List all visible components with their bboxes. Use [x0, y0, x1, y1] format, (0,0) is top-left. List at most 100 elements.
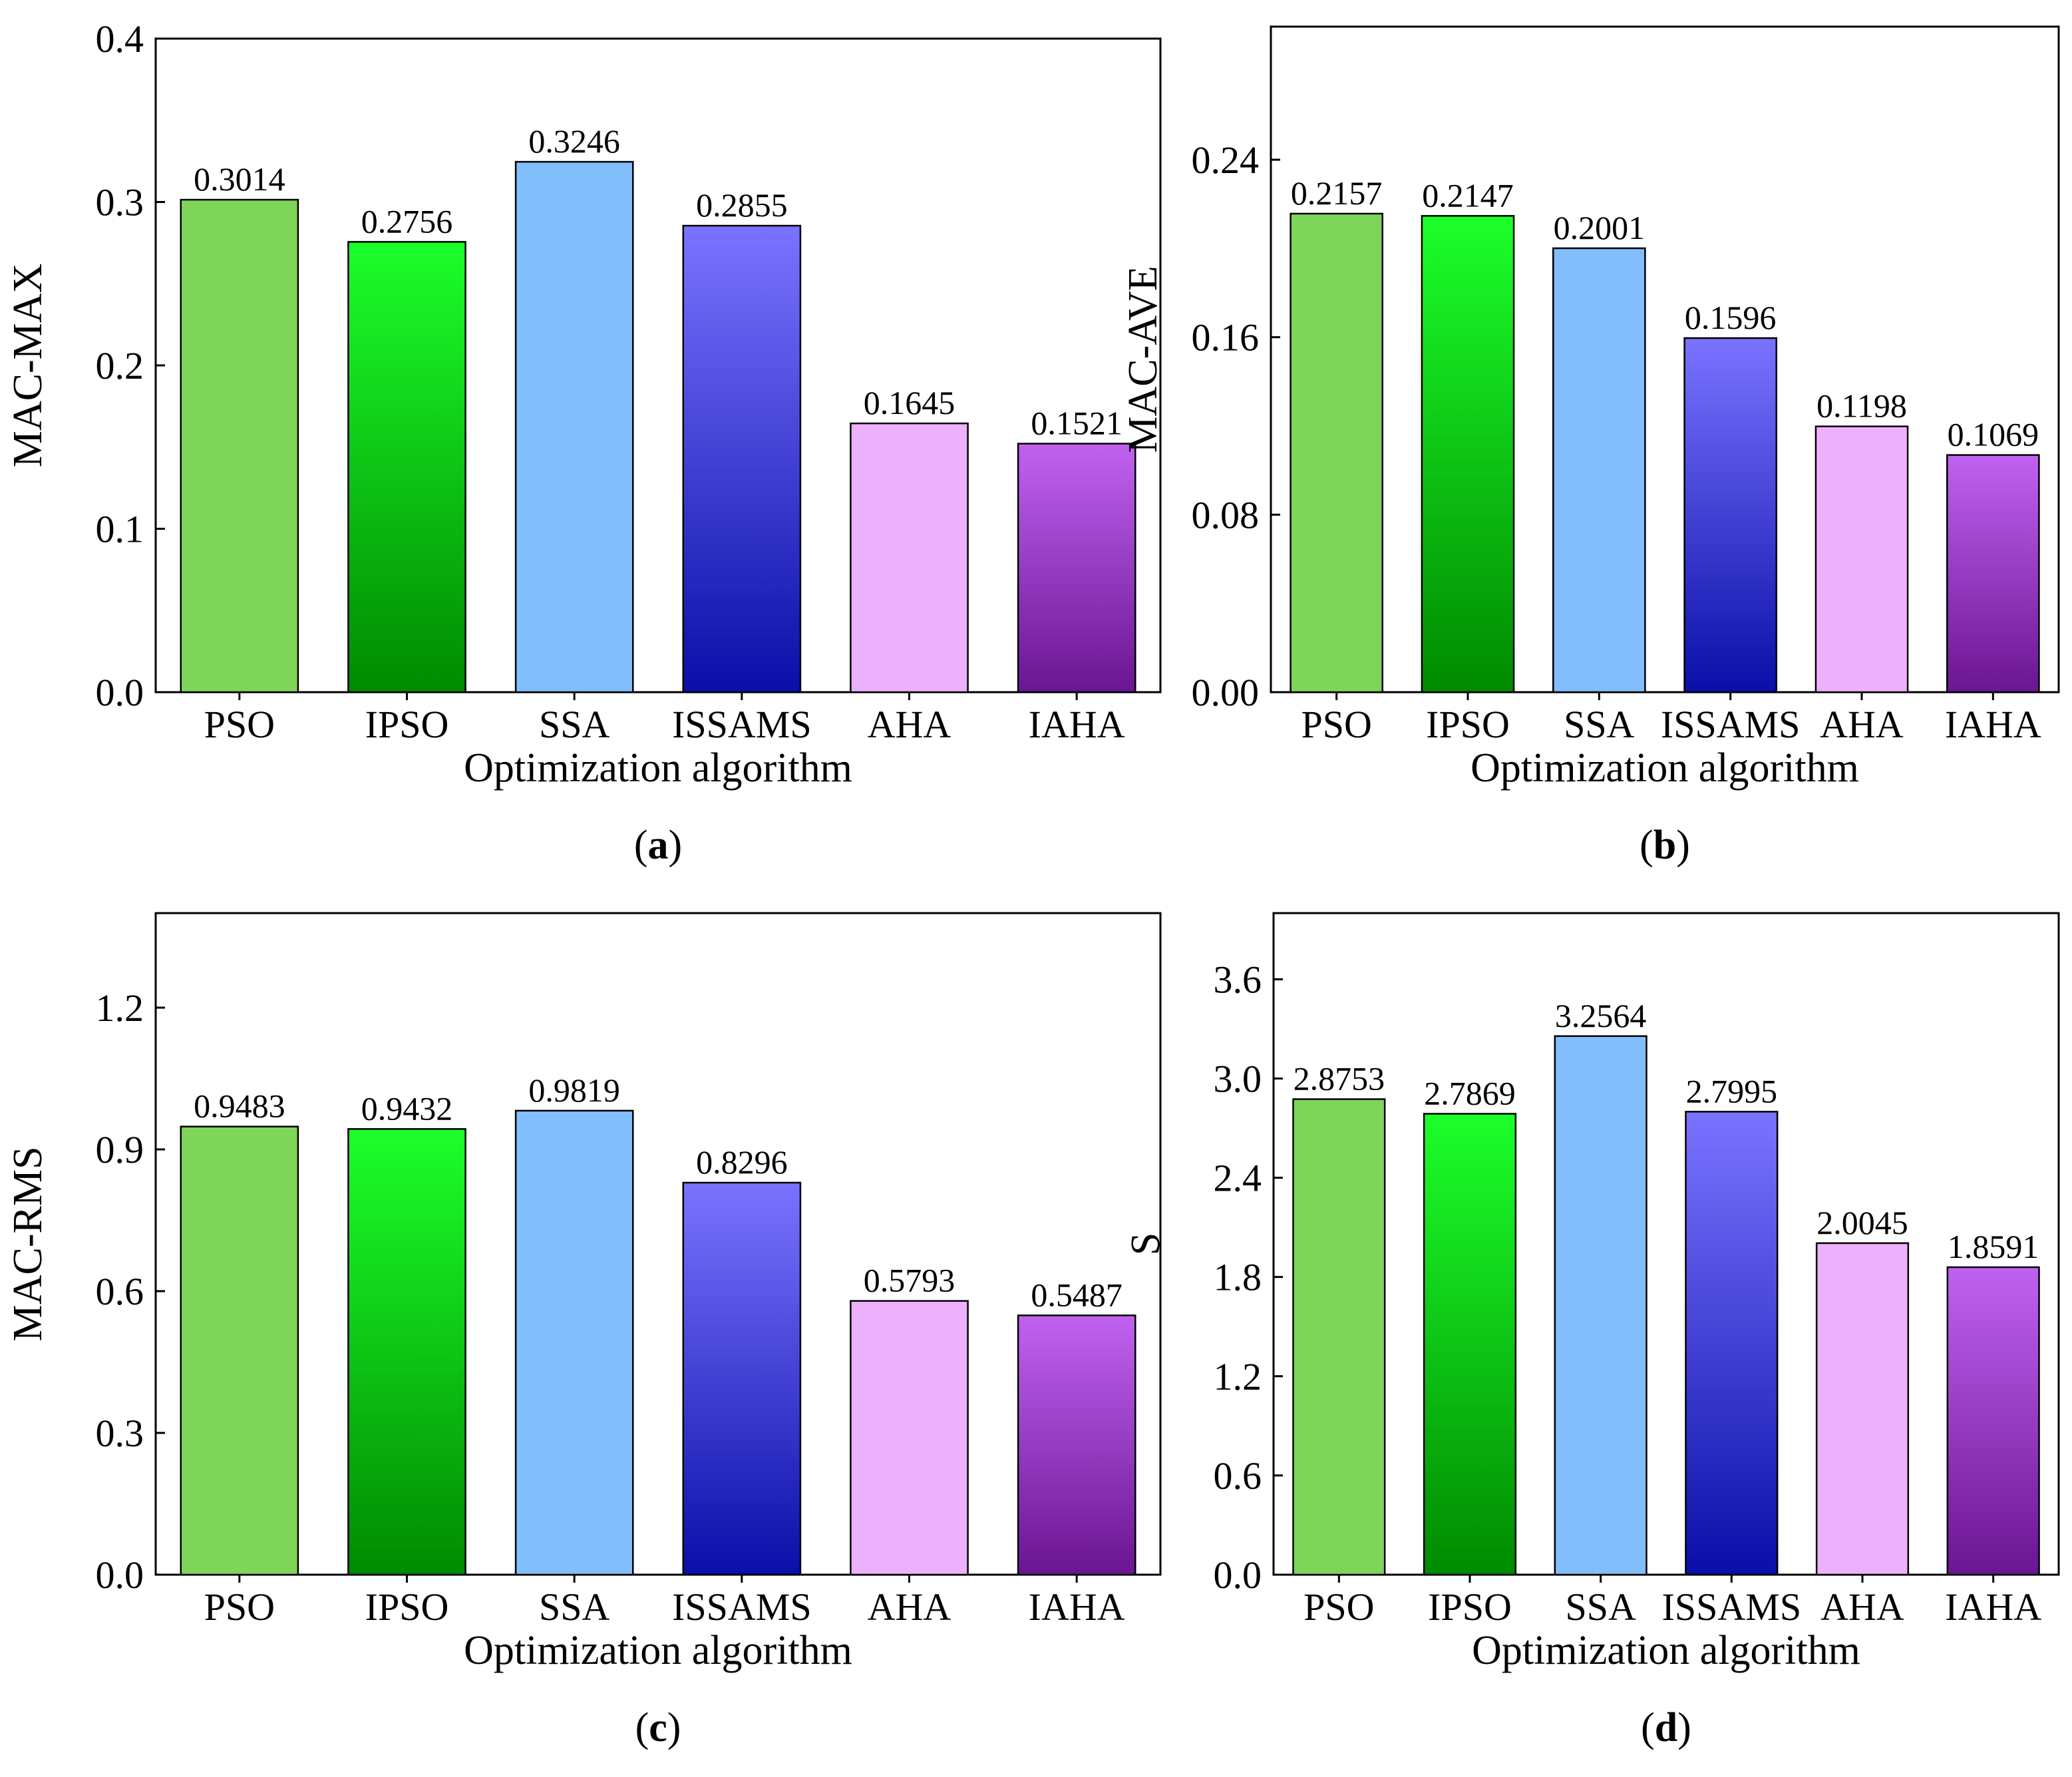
- y-tick-label: 0.3: [96, 1412, 144, 1455]
- bar-ipso: [1423, 1113, 1517, 1576]
- category-label: AHA: [868, 1585, 951, 1629]
- value-label: 0.8296: [696, 1143, 788, 1181]
- panel-label: (a): [634, 823, 682, 868]
- bar-iaha: [1946, 454, 2040, 693]
- bar-ipso: [347, 1128, 466, 1576]
- value-label: 3.2564: [1555, 997, 1647, 1034]
- value-label: 0.2001: [1554, 209, 1645, 246]
- bar-ipso: [347, 241, 466, 693]
- y-axis-title: S: [1123, 1233, 1168, 1255]
- value-label: 2.0045: [1816, 1204, 1908, 1241]
- chart-panel-b: 0.2157 PSO 0.2147 IPSO 0.2001 SSA 0.1596 ISSAMS…: [1121, 25, 2060, 868]
- category-label: AHA: [868, 703, 951, 746]
- bar-aha: [850, 1300, 969, 1576]
- y-tick-label: 1.2: [1214, 1355, 1262, 1398]
- plot-frame: [1270, 25, 2060, 693]
- value-label: 2.7869: [1424, 1074, 1516, 1111]
- value-label: 2.8753: [1294, 1060, 1385, 1097]
- category-label: IAHA: [1029, 1585, 1125, 1629]
- category-label: PSO: [204, 1585, 275, 1629]
- bar-pso: [1292, 1098, 1386, 1576]
- bar-issams: [682, 224, 802, 693]
- bar-ssa: [1552, 247, 1646, 693]
- y-tick-label: 0.3: [96, 181, 144, 224]
- value-label: 0.9483: [194, 1087, 285, 1125]
- bar-pso: [180, 1125, 299, 1576]
- bar-issams: [682, 1181, 802, 1576]
- panel-label: (b): [1640, 823, 1690, 868]
- value-label: 0.1521: [1031, 405, 1122, 442]
- category-label: IAHA: [1029, 703, 1125, 746]
- value-label: 0.5487: [1031, 1276, 1122, 1313]
- value-label: 0.9819: [528, 1072, 620, 1109]
- y-tick-label: 0.0: [96, 671, 144, 714]
- y-tick-label: 0.16: [1192, 316, 1260, 359]
- chart-panel-d: 2.8753 PSO 2.7869 IPSO 3.2564 SSA 2.7995 ISSAMS…: [1123, 912, 2060, 1750]
- panel-label: (c): [635, 1705, 681, 1750]
- y-tick-label: 0.08: [1192, 493, 1260, 536]
- value-label: 0.9432: [361, 1089, 453, 1127]
- bar-issams: [1685, 1111, 1779, 1576]
- value-label: 1.8591: [1948, 1228, 2039, 1265]
- y-tick-label: 0.6: [96, 1270, 144, 1313]
- category-label: SSA: [1564, 703, 1635, 746]
- y-axis-title: MAC-AVE: [1121, 266, 1166, 453]
- bar-ipso: [1421, 215, 1515, 693]
- category-label: AHA: [1820, 703, 1904, 746]
- bar-iaha: [1017, 443, 1136, 693]
- category-label: SSA: [1565, 1585, 1636, 1629]
- y-tick-label: 0.2: [96, 344, 144, 387]
- value-label: 0.3014: [194, 160, 285, 198]
- value-label: 0.2157: [1291, 174, 1383, 212]
- category-label: SSA: [539, 1585, 610, 1629]
- y-tick-label: 0.0: [1214, 1553, 1262, 1597]
- y-tick-label: 0.0: [96, 1553, 144, 1597]
- y-tick-label: 2.4: [1214, 1157, 1262, 1200]
- bar-issams: [1683, 337, 1777, 693]
- value-label: 0.2756: [361, 202, 453, 240]
- y-tick-label: 0.1: [96, 508, 144, 551]
- y-axis-title: MAC-MAX: [5, 264, 51, 468]
- y-tick-label: 1.2: [96, 986, 144, 1030]
- y-axis-title: MAC-RMS: [5, 1147, 51, 1342]
- value-label: 0.1596: [1685, 299, 1777, 336]
- category-label: AHA: [1820, 1585, 1904, 1629]
- x-axis-title: Optimization algorithm: [1472, 1628, 1860, 1673]
- value-label: 0.3246: [528, 122, 620, 160]
- category-label: IPSO: [365, 703, 449, 746]
- category-label: IPSO: [365, 1585, 449, 1629]
- category-label: ISSAMS: [672, 703, 812, 746]
- category-label: IAHA: [1945, 1585, 2041, 1629]
- bar-aha: [850, 422, 969, 693]
- bar-pso: [1290, 212, 1383, 693]
- bar-ssa: [1554, 1035, 1647, 1576]
- x-axis-title: Optimization algorithm: [464, 1628, 852, 1673]
- y-tick-label: 0.00: [1192, 671, 1260, 714]
- bar-pso: [180, 198, 299, 693]
- category-label: IPSO: [1426, 703, 1510, 746]
- y-tick-label: 0.9: [96, 1128, 144, 1171]
- bar-aha: [1814, 425, 1909, 693]
- bar-aha: [1815, 1242, 1910, 1576]
- bar-iaha: [1946, 1266, 2040, 1576]
- plot-frame: [154, 912, 1162, 1576]
- bar-iaha: [1017, 1314, 1136, 1576]
- category-label: ISSAMS: [672, 1585, 812, 1629]
- y-tick-label: 0.24: [1192, 138, 1260, 182]
- category-label: SSA: [539, 703, 610, 746]
- chart-panel-a: 0.3014 PSO 0.2756 IPSO 0.3246 SSA 0.2855 ISSAMS…: [5, 17, 1162, 868]
- value-label: 0.2147: [1422, 176, 1514, 214]
- bar-ssa: [514, 160, 634, 693]
- category-label: ISSAMS: [1661, 703, 1801, 746]
- category-label: ISSAMS: [1662, 1585, 1802, 1629]
- value-label: 0.1069: [1948, 416, 2039, 453]
- value-label: 0.1645: [864, 384, 955, 421]
- y-tick-label: 1.8: [1214, 1256, 1262, 1299]
- category-label: PSO: [1303, 1585, 1374, 1629]
- y-tick-label: 0.4: [96, 17, 144, 61]
- category-label: PSO: [204, 703, 275, 746]
- plot-frame: [154, 37, 1162, 693]
- y-tick-label: 3.0: [1214, 1058, 1262, 1101]
- bar-ssa: [514, 1109, 634, 1576]
